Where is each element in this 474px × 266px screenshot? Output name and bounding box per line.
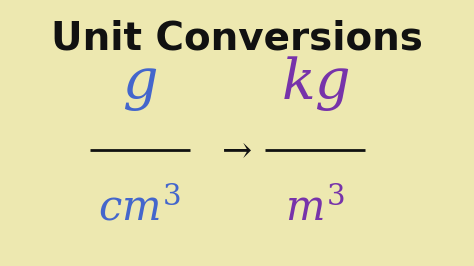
Text: $m^3$: $m^3$ bbox=[285, 188, 345, 230]
Text: $g$: $g$ bbox=[122, 59, 157, 113]
Text: Unit Conversions: Unit Conversions bbox=[51, 20, 423, 57]
Text: $kg$: $kg$ bbox=[281, 54, 350, 113]
Text: $\rightarrow$: $\rightarrow$ bbox=[215, 133, 253, 167]
Text: $cm^3$: $cm^3$ bbox=[98, 188, 182, 230]
